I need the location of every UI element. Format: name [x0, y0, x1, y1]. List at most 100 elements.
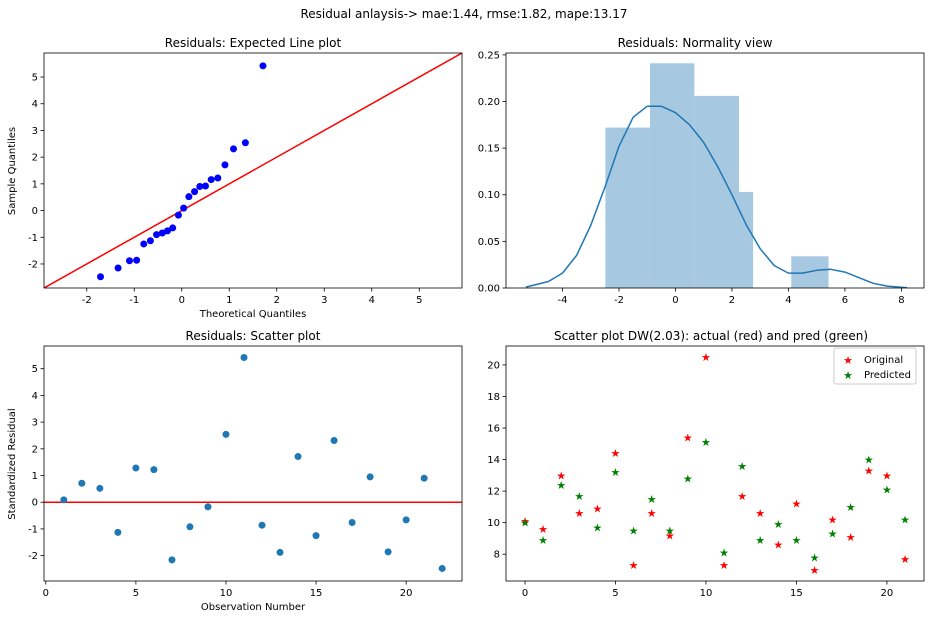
x-tick-label: 1	[226, 295, 232, 306]
residual-point	[258, 521, 266, 529]
residual-point	[384, 548, 392, 556]
predicted-point: ★	[520, 517, 530, 530]
qq-point	[196, 183, 204, 191]
residual-point	[114, 528, 122, 536]
y-tick-label: -2	[28, 259, 38, 270]
qq-plot-title: Residuals: Expected Line plot	[165, 36, 342, 50]
predicted-point: ★	[737, 460, 747, 473]
y-tick-label: 0	[32, 498, 38, 509]
qq-plot-ylabel: Sample Quantiles	[7, 127, 18, 215]
residual-point	[312, 532, 320, 540]
y-tick-label: 10	[487, 518, 500, 529]
legend-marker-predicted: ★	[843, 369, 853, 382]
qq-point	[133, 256, 141, 264]
original-point: ★	[520, 515, 530, 528]
histogram-bar	[739, 191, 754, 288]
y-tick-label: -1	[28, 524, 38, 535]
x-tick-label: 8	[898, 295, 904, 306]
x-tick-label: 4	[785, 295, 791, 306]
original-point: ★	[846, 531, 856, 544]
actual-vs-pred-panel: Scatter plot DW(2.03): actual (red) and …	[487, 329, 925, 599]
legend-label-predicted: Predicted	[864, 370, 911, 381]
residual-point	[186, 523, 194, 531]
normality-panel: Residuals: Normality view -4 -2 0 2 4 6 8 0.00 0…	[478, 36, 925, 306]
actual-vs-pred-title: Scatter plot DW(2.03): actual (red) and …	[554, 329, 868, 343]
residual-scatter-xlabel: Observation Number	[201, 602, 306, 613]
original-point: ★	[810, 564, 820, 577]
residual-point	[168, 556, 176, 564]
qq-point	[169, 224, 177, 232]
predicted-point: ★	[701, 436, 711, 449]
qq-point	[221, 161, 229, 169]
qq-point	[97, 273, 105, 281]
legend-label-original: Original	[864, 355, 903, 366]
y-tick-label: 1	[32, 471, 38, 482]
qq-point	[202, 182, 209, 190]
y-tick-label: 2	[32, 153, 38, 164]
predicted-point: ★	[810, 551, 820, 564]
qq-point	[164, 227, 171, 235]
predicted-point: ★	[665, 525, 675, 538]
original-point: ★	[864, 465, 874, 478]
residual-point	[366, 473, 374, 481]
y-tick-label: 0	[32, 206, 38, 217]
original-point: ★	[719, 559, 729, 572]
qq-point	[191, 188, 199, 196]
original-point: ★	[737, 490, 747, 503]
x-tick-label: 0	[43, 588, 49, 599]
x-tick-label: -2	[82, 295, 92, 306]
predicted-point: ★	[846, 501, 856, 514]
x-tick-label: 15	[310, 588, 323, 599]
original-point: ★	[556, 469, 566, 482]
original-point: ★	[592, 502, 602, 515]
y-tick-label: 18	[487, 392, 500, 403]
x-tick-label: 20	[400, 588, 413, 599]
y-tick-label: 3	[32, 418, 38, 429]
x-tick-label: 2	[274, 295, 280, 306]
predicted-point: ★	[719, 547, 729, 560]
axes-frame	[43, 52, 463, 289]
x-tick-label: 5	[133, 588, 139, 599]
original-point: ★	[574, 507, 584, 520]
residual-point	[402, 516, 410, 524]
y-tick-label: 5	[32, 73, 38, 84]
x-tick-label: -4	[557, 295, 567, 306]
residual-point	[132, 464, 140, 472]
predicted-point: ★	[538, 534, 548, 547]
qq-point	[207, 176, 215, 184]
qq-plot-xlabel: Theoretical Quantiles	[199, 309, 307, 320]
x-tick-label: 2	[729, 295, 735, 306]
y-tick-label: 2	[32, 444, 38, 455]
y-tick-label: 4	[32, 99, 38, 110]
histogram-bar	[694, 95, 740, 289]
y-tick-label: 3	[32, 126, 38, 137]
residual-point	[276, 548, 284, 556]
predicted-point: ★	[556, 479, 566, 492]
predicted-point: ★	[773, 518, 783, 531]
predicted-point: ★	[882, 484, 892, 497]
residual-point	[222, 430, 230, 438]
y-tick-label: 12	[487, 487, 500, 498]
histogram-bar	[650, 63, 695, 289]
y-tick-label: 0.10	[478, 190, 500, 201]
x-tick-label: 15	[790, 588, 803, 599]
original-point: ★	[611, 447, 621, 460]
original-point: ★	[755, 507, 765, 520]
axes-frame	[505, 52, 925, 289]
axes-frame	[43, 345, 463, 582]
qq-point	[214, 174, 222, 182]
qq-point	[259, 62, 267, 70]
x-tick-label: -2	[614, 295, 624, 306]
x-tick-label: 10	[220, 588, 233, 599]
residual-point	[78, 479, 86, 487]
qq-point	[230, 145, 238, 153]
x-tick-label: 4	[369, 295, 375, 306]
qq-point	[153, 231, 161, 239]
qq-plot-panel: Residuals: Expected Line plot Theoretica…	[7, 36, 463, 320]
y-tick-label: 5	[32, 364, 38, 375]
y-tick-label: 14	[487, 455, 500, 466]
y-tick-label: 4	[32, 391, 38, 402]
y-tick-label: 16	[487, 424, 500, 435]
